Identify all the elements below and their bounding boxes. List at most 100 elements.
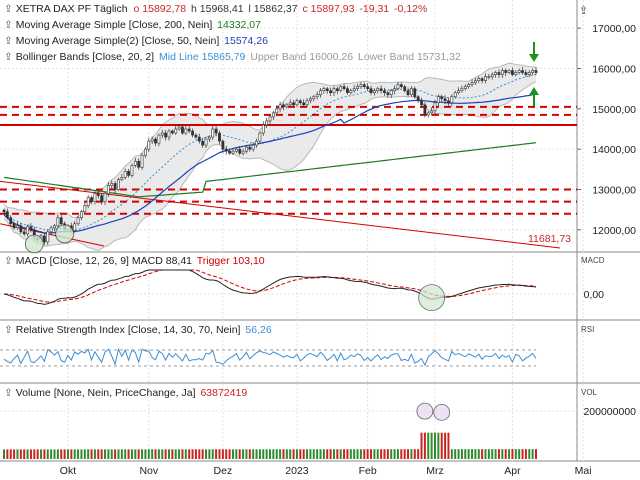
volume-bar: [346, 449, 349, 459]
volume-bar: [167, 449, 170, 459]
candle-body: [295, 100, 299, 106]
volume-bar: [33, 449, 36, 459]
volume-bar: [376, 449, 379, 459]
volume-bar: [141, 449, 144, 459]
volume-bar: [282, 449, 285, 459]
volume-bar: [383, 449, 386, 459]
volume-bar: [363, 449, 366, 459]
collapse-icon[interactable]: ⇪: [579, 5, 588, 17]
candle-body: [228, 150, 231, 154]
candle-body: [140, 154, 144, 168]
candle-body: [207, 136, 211, 140]
volume-bar: [403, 449, 406, 459]
volume-bar: [396, 449, 399, 459]
candle-body: [90, 197, 93, 202]
rsi-line: [3, 347, 537, 367]
candle-body: [460, 88, 464, 91]
macd-tick-label: 0,00: [584, 289, 605, 301]
candle-body: [376, 88, 380, 91]
x-tick-label: Mai: [575, 465, 592, 477]
candle-body: [26, 226, 29, 235]
sma50-legend: ⇪ Moving Average Simple(2) [Close, 50, N…: [4, 35, 268, 47]
candle-body: [346, 88, 349, 93]
volume-bar: [454, 449, 457, 459]
volume-bar: [524, 449, 527, 459]
arrow-up-icon: [529, 87, 539, 106]
volume-bar: [518, 449, 521, 459]
candle-body: [393, 88, 396, 91]
candle-body: [484, 76, 487, 81]
x-tick-label: Nov: [139, 465, 158, 477]
volume-bar: [19, 449, 22, 459]
volume-bar: [407, 449, 410, 459]
volume-bar: [275, 449, 278, 459]
volume-bar: [474, 449, 477, 459]
candle-body: [248, 146, 252, 150]
candle-body: [53, 225, 56, 229]
candle-body: [164, 132, 168, 138]
candle-body: [167, 130, 171, 138]
candle-body: [410, 88, 413, 96]
volume-bar: [423, 432, 426, 459]
candle-body: [524, 72, 528, 75]
volume-bar: [302, 449, 305, 459]
volume-bar: [147, 449, 150, 459]
volume-bar: [514, 449, 517, 459]
volume-tag: VOL: [581, 388, 598, 397]
rsi-tag: RSI: [581, 325, 594, 334]
x-tick-label: Apr: [504, 465, 521, 477]
candle-body: [113, 183, 117, 190]
volume-bar: [164, 449, 167, 459]
candle-body: [19, 225, 23, 233]
volume-bar: [107, 449, 110, 459]
candle-body: [120, 177, 124, 180]
volume-bar: [208, 449, 211, 459]
candle-body: [133, 160, 137, 166]
volume-bar: [420, 432, 423, 459]
candle-body: [43, 235, 46, 243]
candle-body: [399, 84, 403, 87]
volume-bar: [467, 449, 470, 459]
candle-body: [224, 148, 228, 152]
candle-body: [517, 70, 521, 73]
candle-body: [309, 98, 312, 102]
volume-bar: [56, 449, 59, 459]
candle-body: [177, 126, 181, 130]
volume-bar: [70, 449, 73, 459]
price-legend: ⇪ XETRA DAX PF Täglich o 15892,78 h 1596…: [4, 3, 427, 15]
candle-body: [396, 84, 400, 89]
candle-body: [170, 130, 174, 134]
candle-body: [154, 138, 157, 144]
x-tick-label: Mrz: [426, 465, 444, 477]
volume-bar: [60, 449, 63, 459]
volume-bar: [393, 449, 396, 459]
volume-bar: [477, 449, 480, 459]
volume-bar: [390, 449, 393, 459]
candle-body: [127, 171, 130, 176]
candle-body: [366, 86, 370, 89]
volume-bar: [262, 449, 265, 459]
candle-body: [46, 231, 50, 243]
y-tick-label: 12000,00: [592, 225, 636, 237]
candle-body: [416, 96, 420, 102]
candle-body: [201, 140, 205, 146]
candle-body: [76, 217, 80, 225]
candle-body: [96, 193, 100, 196]
volume-bar: [97, 449, 100, 459]
candle-body: [470, 82, 474, 85]
volume-bar: [373, 449, 376, 459]
volume-bar: [114, 449, 117, 459]
trend-value-label: 11681,73: [528, 233, 571, 245]
candle-body: [359, 84, 363, 87]
volume-bar: [535, 449, 537, 459]
volume-bar: [491, 449, 494, 459]
candle-body: [440, 96, 444, 100]
candle-body: [477, 78, 481, 81]
volume-bar: [63, 449, 66, 459]
volume-bar: [245, 449, 248, 459]
candle-body: [292, 102, 295, 106]
volume-bar: [198, 449, 201, 459]
volume-tick-label: 200000000: [583, 406, 636, 418]
volume-bar: [181, 449, 184, 459]
volume-bar: [178, 449, 181, 459]
